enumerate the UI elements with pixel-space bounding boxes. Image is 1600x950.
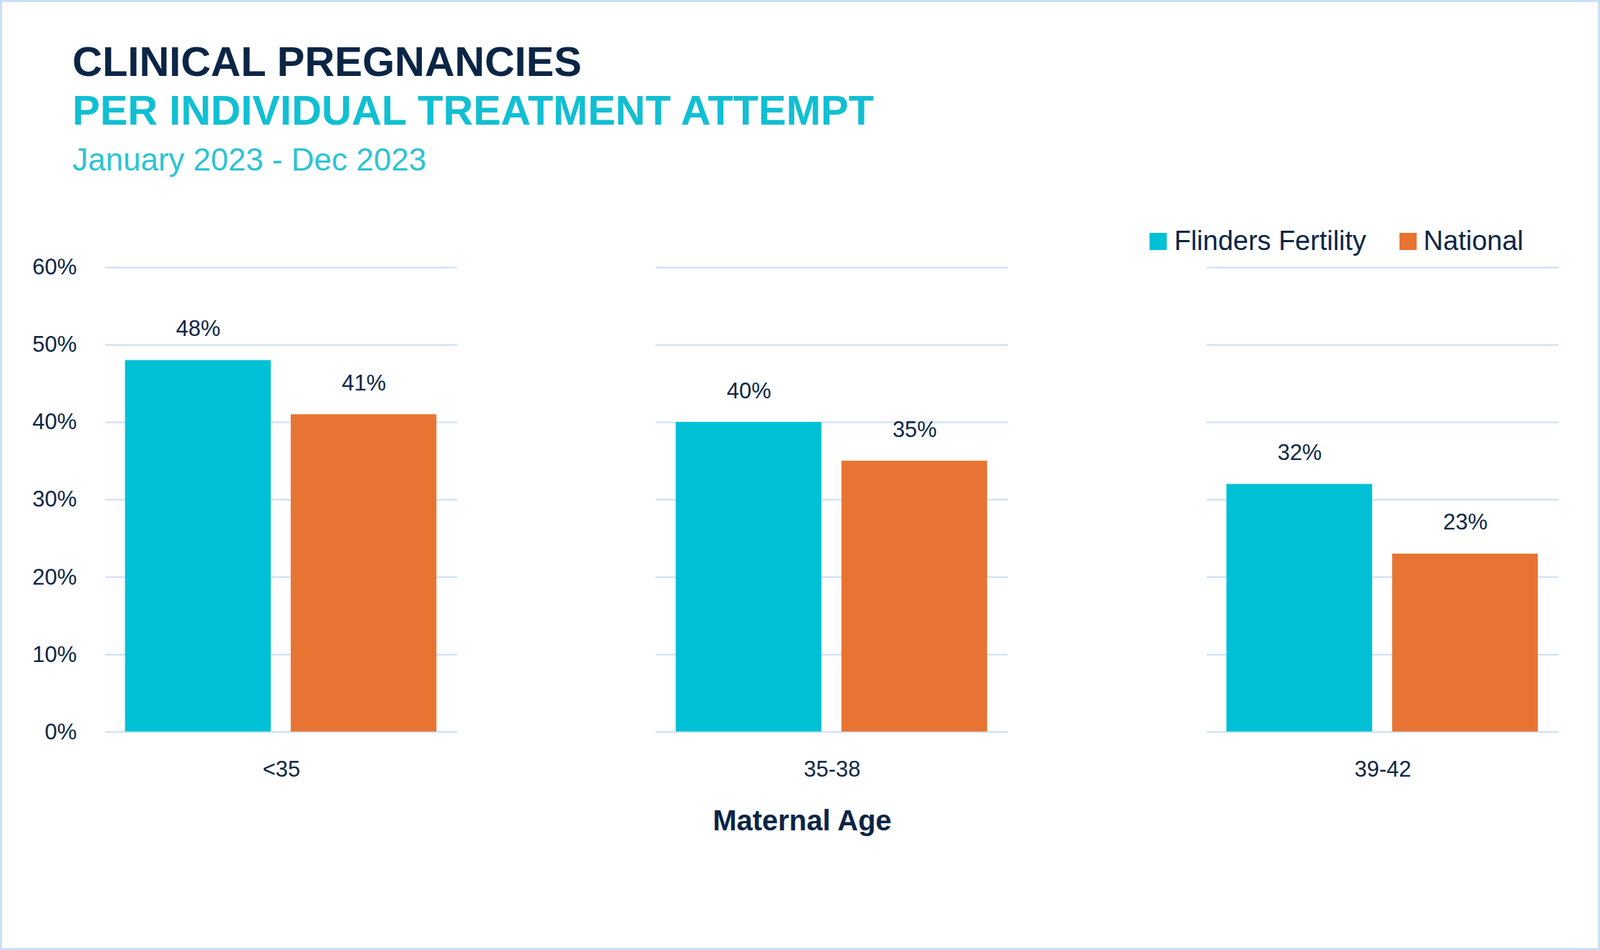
html-text:Flinders Fertility: Flinders Fertility (1174, 225, 1367, 256)
html-text:CLINICAL PREGNANCIES: CLINICAL PREGNANCIES (72, 37, 582, 85)
svg-text:50%: 50% (32, 331, 77, 357)
svg-text:35-38: 35-38 (803, 756, 861, 782)
svg-text:39-42: 39-42 (1354, 756, 1411, 782)
svg-text:48%: 48% (176, 315, 221, 341)
svg-text:40%: 40% (32, 408, 77, 435)
svg-text:41%: 41% (341, 370, 387, 396)
html-text:Maternal Age: Maternal Age (712, 804, 892, 836)
html-text:National: National (1423, 225, 1524, 256)
svg-text:<35: <35 (262, 756, 301, 782)
svg-text:20%: 20% (32, 564, 77, 590)
svg-text:60%: 60% (32, 254, 77, 280)
svg-text:32%: 32% (1277, 439, 1323, 465)
html-text:January 2023 - Dec 2023: January 2023 - Dec 2023 (72, 141, 427, 177)
html-text:PER INDIVIDUAL TREATMENT ATTEM: PER INDIVIDUAL TREATMENT ATTEMPT (72, 86, 874, 134)
svg-text:0%: 0% (45, 719, 78, 745)
svg-text:30%: 30% (32, 486, 77, 512)
svg-text:40%: 40% (726, 378, 772, 404)
svg-text:23%: 23% (1443, 509, 1488, 535)
svg-text:35%: 35% (892, 416, 937, 442)
svg-text:10%: 10% (32, 641, 77, 667)
